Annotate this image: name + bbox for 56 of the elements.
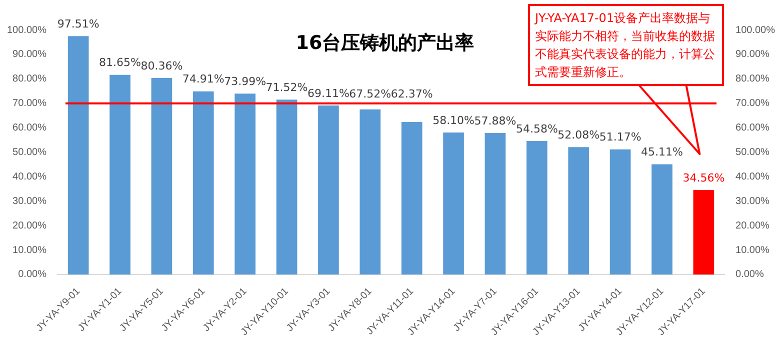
data-label: 58.10% <box>432 114 475 127</box>
bar <box>610 149 631 274</box>
y2-tick-label: 100.00% <box>736 24 776 36</box>
bar <box>276 100 298 274</box>
data-label: 80.36% <box>140 59 183 72</box>
data-label: 57.88% <box>474 114 516 128</box>
data-label: 97.51% <box>57 17 100 30</box>
y-tick-label: 60.00% <box>12 122 47 134</box>
y-tick-label: 10.00% <box>12 244 47 256</box>
bar <box>484 132 506 274</box>
data-label: 73.99% <box>224 74 266 88</box>
bar <box>151 78 172 274</box>
y-tick-label: 20.00% <box>12 220 47 232</box>
y-tick-label: 70.00% <box>12 98 47 110</box>
y-tick-label: 0.00% <box>18 269 47 280</box>
y-tick-label: 90.00% <box>12 49 47 60</box>
y2-tick-label: 20.00% <box>736 220 770 232</box>
y2-tick-label: 30.00% <box>736 196 770 207</box>
data-label: 52.08% <box>558 128 600 142</box>
bar <box>360 109 381 274</box>
chart-title: 16台压铸机的产出率 <box>294 31 476 56</box>
data-label: 45.11% <box>641 146 683 159</box>
bar <box>68 36 89 274</box>
y2-tick-label: 0.00% <box>736 269 764 280</box>
data-label: 67.52% <box>349 88 392 101</box>
data-label: 54.58% <box>516 122 558 136</box>
data-label: 62.37% <box>390 88 433 101</box>
y2-tick-label: 70.00% <box>736 98 770 110</box>
bar <box>652 164 672 274</box>
y2-tick-label: 40.00% <box>736 171 770 182</box>
y2-tick-label: 60.00% <box>736 122 770 134</box>
y2-tick-label: 10.00% <box>736 244 770 256</box>
bar <box>568 147 590 274</box>
bar <box>318 106 339 274</box>
data-label: 34.56% <box>682 171 725 184</box>
bar <box>401 122 422 274</box>
y-tick-label: 100.00% <box>6 24 47 36</box>
y-tick-label: 50.00% <box>12 146 47 158</box>
data-label: 71.52% <box>266 80 308 94</box>
bar <box>192 91 214 274</box>
y2-tick-label: 50.00% <box>736 146 770 158</box>
y2-tick-label: 90.00% <box>736 49 770 60</box>
bar <box>234 94 256 274</box>
y2-tick-label: 80.00% <box>736 74 770 85</box>
bar <box>526 141 548 274</box>
data-label: 81.65% <box>99 56 141 70</box>
y-tick-label: 30.00% <box>12 196 47 207</box>
y-tick-label: 80.00% <box>12 74 47 85</box>
bar <box>443 132 464 274</box>
data-label: 74.91% <box>182 72 224 86</box>
data-label: 69.11% <box>307 86 350 100</box>
bar <box>693 190 714 274</box>
bar <box>110 74 130 274</box>
annotation: JY-YA-YA17-01设备产出率数据与实际能力不相符，当前收集的数据不能真实代表设备的能力，计算公式需要重新修正。 <box>528 4 724 86</box>
data-label: 51.17% <box>599 130 642 144</box>
y-tick-label: 40.00% <box>12 171 47 182</box>
